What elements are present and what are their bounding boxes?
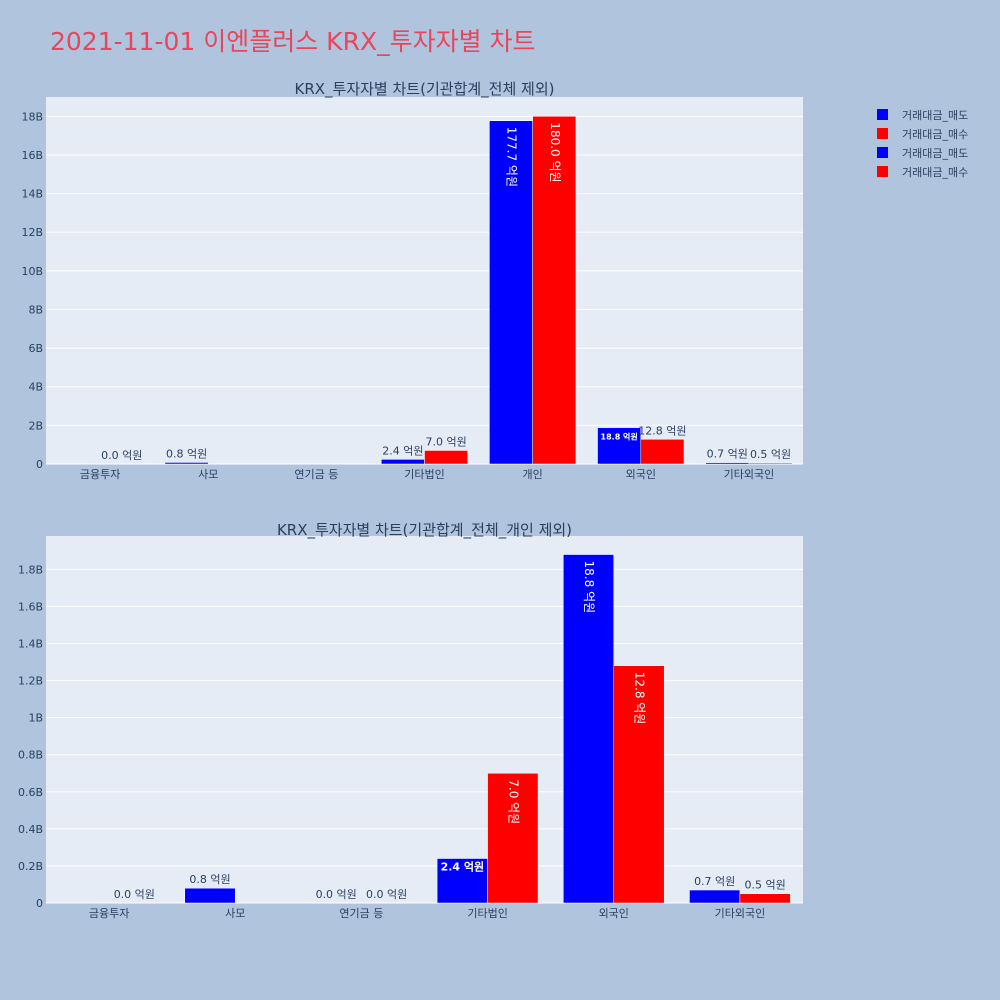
y-tick-label: 10B <box>21 265 43 278</box>
y-tick-label: 12B <box>21 226 43 239</box>
legend-swatch <box>877 166 888 177</box>
legend-swatch <box>877 109 888 120</box>
x-tick-label: 외국인 <box>626 468 656 481</box>
x-tick-label: 기타법인 <box>404 468 444 481</box>
bar-sell <box>705 462 750 465</box>
y-tick-label: 0.4B <box>18 823 43 836</box>
chart-2: KRX_투자자별 차트(기관합계_전체_개인 제외) 0 0.2B 0.4B 0.6B 0… <box>18 521 803 920</box>
legend-swatch <box>877 147 888 158</box>
legend-label: 거래대금_매수 <box>902 166 968 179</box>
bar-sell <box>436 858 488 904</box>
x-tick-label: 외국인 <box>599 907 629 920</box>
data-label: 180.0 억원 <box>548 122 562 182</box>
data-label: 18.8 억원 <box>601 432 638 442</box>
y-tick-label: 1.2B <box>18 675 43 688</box>
y-tick-label: 1.4B <box>18 638 43 651</box>
legend-swatch <box>877 128 888 139</box>
data-label: 0.5 억원 <box>750 448 791 461</box>
x-tick-label: 기타외국인 <box>724 468 775 481</box>
x-tick-label: 연기금 등 <box>339 907 383 920</box>
x-tick-label: 금융투자 <box>89 907 129 920</box>
bar-sell <box>489 120 533 465</box>
bar-sell <box>563 554 614 904</box>
data-label: 7.0 억원 <box>506 779 520 824</box>
y-tick-label: 6B <box>28 342 43 355</box>
y-tick-label: 8B <box>28 303 43 316</box>
y-tick-label: 2B <box>28 419 43 432</box>
x-tick-label: 개인 <box>523 468 543 481</box>
chart-title: KRX_투자자별 차트(기관합계_전체 제외) <box>295 80 555 99</box>
bar-sell <box>164 462 209 465</box>
data-label: 0.0 억원 <box>316 888 357 901</box>
bar-buy <box>640 439 685 465</box>
bar-buy <box>532 116 577 465</box>
x-tick-label: 연기금 등 <box>294 468 338 481</box>
chart-title: KRX_투자자별 차트(기관합계_전체_개인 제외) <box>277 521 572 540</box>
bar-sell <box>184 887 236 904</box>
data-label: 2.4 억원 <box>382 444 423 457</box>
x-tick-label: 기타법인 <box>467 907 507 920</box>
data-label: 0.0 억원 <box>114 888 155 901</box>
bar-buy <box>613 665 665 904</box>
y-tick-label: 0.6B <box>18 786 43 799</box>
bar-sell <box>597 427 642 465</box>
legend-label: 거래대금_매수 <box>902 128 968 141</box>
data-label: 0.8 억원 <box>189 873 230 886</box>
y-tick-label: 18B <box>21 110 43 123</box>
plot-background <box>46 97 803 464</box>
bar-sell <box>689 889 741 904</box>
data-label: 0.8 억원 <box>166 447 207 460</box>
data-label: 0.0 억원 <box>101 449 142 462</box>
bar-buy <box>739 893 791 904</box>
data-label: 177.7 억원 <box>505 127 519 187</box>
data-label: 18.8 억원 <box>582 561 596 614</box>
bar-sell <box>380 459 425 465</box>
y-tick-label: 0.2B <box>18 860 43 873</box>
y-tick-label: 0 <box>36 897 43 910</box>
legend-label: 거래대금_매도 <box>902 147 968 160</box>
y-tick-label: 1B <box>28 712 43 725</box>
plot-background <box>46 536 803 903</box>
y-tick-label: 0 <box>36 458 43 471</box>
data-label: 0.7 억원 <box>707 448 748 461</box>
chart-1: KRX_투자자별 차트(기관합계_전체 제외) 0 2B 4B 6B 8B 10B 12B 14… <box>21 80 803 481</box>
x-tick-label: 기타외국인 <box>715 907 766 920</box>
data-label: 0.5 억원 <box>745 879 786 892</box>
data-label: 2.4 억원 <box>441 860 485 874</box>
y-tick-label: 14B <box>21 188 43 201</box>
data-label: 12.8 억원 <box>638 424 686 437</box>
bar-buy <box>487 773 539 904</box>
data-label: 12.8 억원 <box>632 672 646 725</box>
x-tick-label: 사모 <box>225 907 245 920</box>
bar-buy <box>424 450 469 465</box>
y-tick-label: 4B <box>28 381 43 394</box>
x-tick-label: 사모 <box>198 468 218 481</box>
x-tick-label: 금융투자 <box>80 468 120 481</box>
y-tick-label: 1.8B <box>18 563 43 576</box>
legend-label: 거래대금_매도 <box>902 109 968 122</box>
y-tick-label: 16B <box>21 149 43 162</box>
y-tick-label: 1.6B <box>18 600 43 613</box>
data-label: 7.0 억원 <box>426 435 467 448</box>
data-label: 0.0 억원 <box>366 888 407 901</box>
data-label: 0.7 억원 <box>694 875 735 888</box>
y-tick-label: 0.8B <box>18 749 43 762</box>
bar-buy <box>748 462 793 465</box>
page-title: 2021-11-01 이엔플러스 KRX_투자자별 차트 <box>50 27 536 56</box>
